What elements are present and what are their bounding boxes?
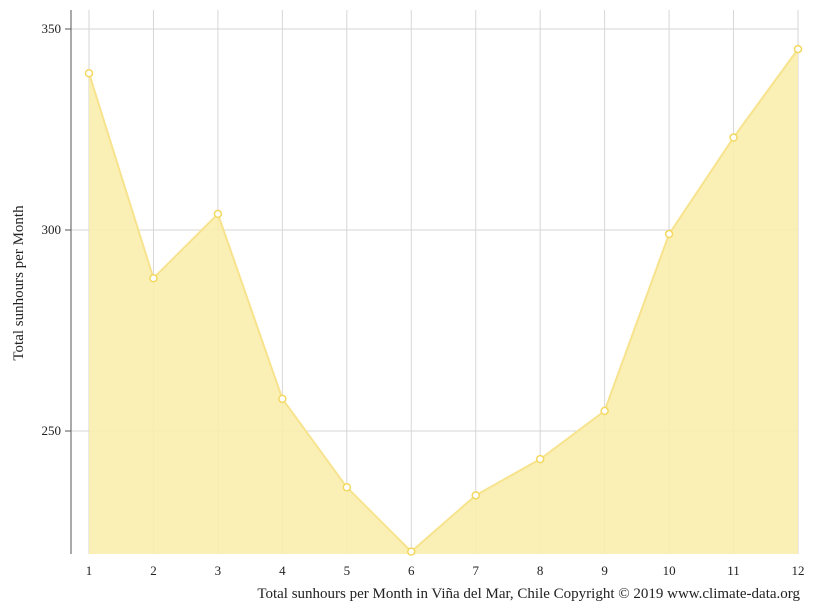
y-axis-title: Total sunhours per Month (11, 205, 27, 361)
data-point (149, 273, 158, 283)
series-line (88, 48, 799, 553)
x-tick-label: 8 (537, 563, 544, 578)
y-tick-label: 250 (42, 423, 62, 438)
x-tick-label: 6 (408, 563, 415, 578)
x-tick-label: 9 (601, 563, 608, 578)
data-point (600, 406, 609, 416)
x-tick-label: 11 (727, 563, 740, 578)
x-tick-label: 1 (86, 563, 93, 578)
data-point (664, 229, 674, 239)
data-point (213, 209, 223, 219)
x-tick-label: 10 (663, 563, 676, 578)
data-point (535, 454, 545, 464)
y-tick-labels: 250 300 350 (42, 21, 71, 438)
data-point (84, 68, 94, 78)
data-point (793, 44, 803, 54)
x-tick-labels: 1 2 3 4 5 6 7 8 9 10 11 12 (86, 563, 805, 578)
data-point (407, 547, 416, 556)
area-fill (89, 49, 798, 554)
data-point (471, 491, 480, 500)
data-point (729, 133, 738, 142)
x-tick-label: 12 (792, 563, 805, 578)
x-tick-label: 3 (215, 563, 222, 578)
chart-caption: Total sunhours per Month in Viña del Mar… (257, 586, 800, 602)
data-points (84, 44, 803, 556)
data-point (342, 483, 352, 492)
x-tick-label: 5 (344, 563, 351, 578)
y-tick-label: 300 (42, 222, 62, 237)
data-point (278, 394, 287, 404)
x-tick-label: 4 (279, 563, 286, 578)
x-tick-label: 2 (150, 563, 157, 578)
x-tick-label: 7 (472, 563, 479, 578)
y-tick-label: 350 (42, 21, 62, 36)
